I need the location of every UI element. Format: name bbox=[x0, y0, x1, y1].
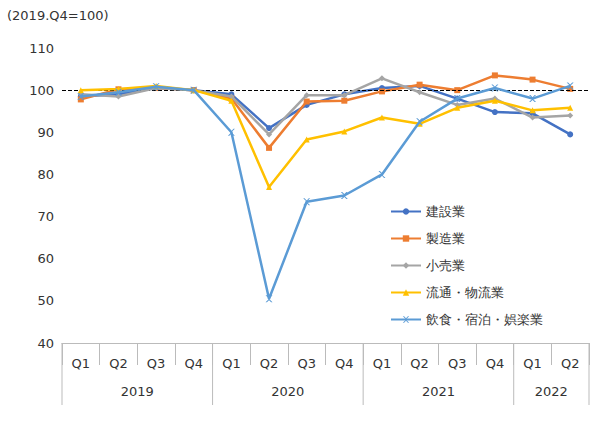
svg-text:Q1: Q1 bbox=[72, 356, 91, 371]
svg-text:2022: 2022 bbox=[535, 384, 568, 399]
svg-text:小売業: 小売業 bbox=[426, 258, 465, 273]
svg-text:Q3: Q3 bbox=[147, 356, 166, 371]
svg-text:Q4: Q4 bbox=[184, 356, 203, 371]
svg-text:製造業: 製造業 bbox=[426, 231, 465, 246]
svg-text:Q1: Q1 bbox=[523, 356, 542, 371]
svg-text:Q3: Q3 bbox=[297, 356, 316, 371]
svg-text:Q2: Q2 bbox=[260, 356, 279, 371]
svg-text:40: 40 bbox=[37, 336, 54, 351]
svg-text:飲食・宿泊・娯楽業: 飲食・宿泊・娯楽業 bbox=[426, 312, 543, 327]
svg-text:2020: 2020 bbox=[271, 384, 304, 399]
svg-text:50: 50 bbox=[37, 293, 54, 308]
svg-text:60: 60 bbox=[37, 251, 54, 266]
svg-text:Q1: Q1 bbox=[373, 356, 392, 371]
svg-text:流通・物流業: 流通・物流業 bbox=[426, 285, 504, 300]
svg-text:80: 80 bbox=[37, 167, 54, 182]
svg-text:70: 70 bbox=[37, 209, 54, 224]
svg-text:(2019.Q4=100): (2019.Q4=100) bbox=[7, 8, 109, 23]
svg-text:110: 110 bbox=[29, 41, 54, 56]
svg-text:Q4: Q4 bbox=[335, 356, 354, 371]
svg-text:Q3: Q3 bbox=[448, 356, 467, 371]
svg-text:Q4: Q4 bbox=[486, 356, 505, 371]
svg-text:Q2: Q2 bbox=[109, 356, 128, 371]
svg-text:Q2: Q2 bbox=[410, 356, 429, 371]
svg-text:Q1: Q1 bbox=[222, 356, 241, 371]
svg-text:2021: 2021 bbox=[422, 384, 455, 399]
svg-text:90: 90 bbox=[37, 125, 54, 140]
svg-text:2019: 2019 bbox=[121, 384, 154, 399]
svg-text:Q2: Q2 bbox=[561, 356, 580, 371]
svg-text:100: 100 bbox=[29, 83, 54, 98]
svg-text:建設業: 建設業 bbox=[425, 204, 465, 219]
